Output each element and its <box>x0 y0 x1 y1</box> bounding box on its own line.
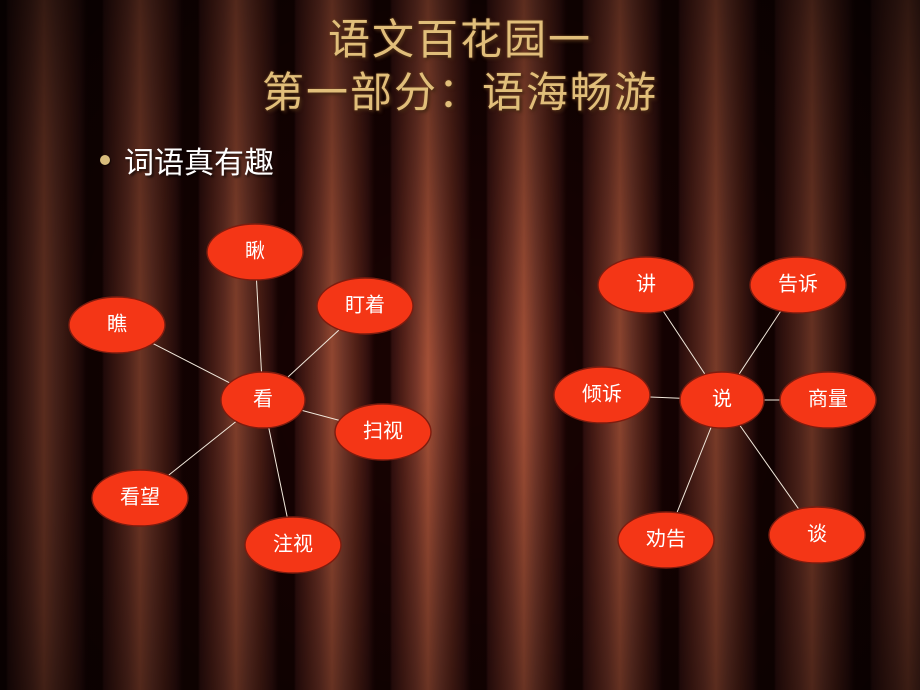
look-cluster-leaf-1-label: 盯着 <box>345 294 385 317</box>
say-cluster-leaf-2-label: 倾诉 <box>582 383 622 406</box>
word-network-diagram: 瞅盯着瞧扫视看望注视 看 讲 告诉倾诉 商量劝告 谈 说 <box>0 0 920 690</box>
say-cluster-leaf-0-label: 讲 <box>636 273 656 296</box>
say-cluster-leaf-3-label: 商量 <box>808 388 848 411</box>
look-cluster-leaf-3-label: 扫视 <box>363 420 403 443</box>
look-cluster-leaf-1: 盯着 <box>317 278 413 334</box>
look-cluster-leaf-4: 看望 <box>92 470 188 526</box>
say-cluster-leaf-4-label: 劝告 <box>646 528 686 551</box>
say-cluster-leaf-4: 劝告 <box>618 512 714 568</box>
look-cluster-leaf-0: 瞅 <box>207 224 303 280</box>
look-cluster-center: 看 <box>221 372 305 428</box>
look-cluster-leaf-4-label: 看望 <box>120 486 160 509</box>
say-cluster-leaf-2: 倾诉 <box>554 367 650 423</box>
say-cluster-leaf-1-label: 告诉 <box>778 273 818 296</box>
look-cluster-center-label: 看 <box>253 388 273 411</box>
say-cluster-leaf-5-label: 谈 <box>807 523 827 546</box>
look-cluster-leaf-2: 瞧 <box>69 297 165 353</box>
look-cluster-leaf-3: 扫视 <box>335 404 431 460</box>
say-cluster-leaf-5: 谈 <box>769 507 865 563</box>
slide: 语文百花园一 第一部分：语海畅游 词语真有趣 瞅盯着瞧扫视看望注视看讲告诉倾诉商… <box>0 0 920 690</box>
say-cluster-leaf-1: 告诉 <box>750 257 846 313</box>
say-cluster-center-label: 说 <box>712 388 732 411</box>
say-cluster-leaf-0: 讲 <box>598 257 694 313</box>
look-cluster-leaf-5: 注视 <box>245 517 341 573</box>
say-cluster-center: 说 <box>680 372 764 428</box>
look-cluster-leaf-5-label: 注视 <box>273 533 313 556</box>
say-cluster-leaf-3: 商量 <box>780 372 876 428</box>
look-cluster-leaf-2-label: 瞧 <box>107 313 127 336</box>
nodes-layer: 瞅盯着瞧扫视看望注视 看 讲 告诉倾诉 商量劝告 谈 说 <box>69 224 876 573</box>
look-cluster-leaf-0-label: 瞅 <box>245 240 265 263</box>
